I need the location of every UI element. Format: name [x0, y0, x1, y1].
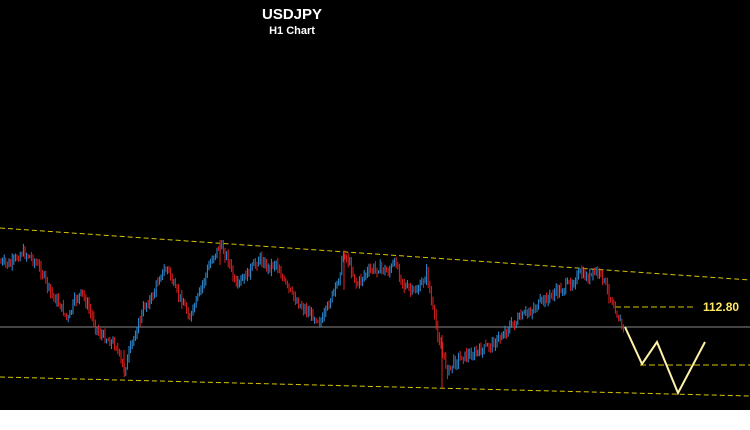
projection-path — [624, 326, 706, 396]
channel-lower-line — [0, 376, 750, 397]
chart-area: USDJPY H1 Chart 112.80 — [0, 0, 750, 410]
chart-subtitle: H1 Chart — [269, 25, 315, 37]
chart-title: USDJPY — [261, 6, 323, 23]
channel-upper-line — [0, 227, 750, 281]
price-plot — [0, 227, 750, 397]
level-label: 112.80 — [703, 300, 740, 314]
